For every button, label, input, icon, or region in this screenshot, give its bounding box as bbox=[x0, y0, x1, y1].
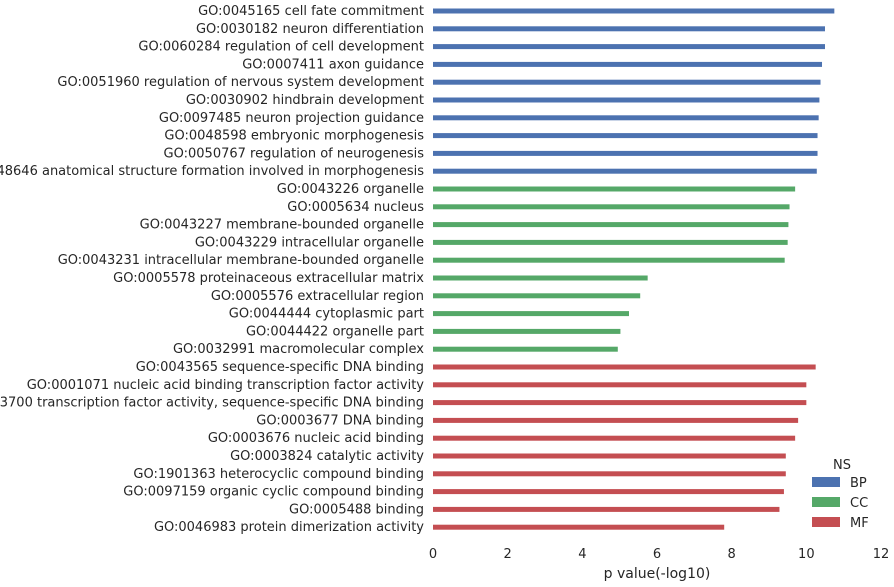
bar bbox=[433, 97, 820, 103]
bar bbox=[433, 44, 825, 50]
category-label: GO:0060284 regulation of cell developmen… bbox=[138, 40, 424, 55]
category-labels: GO:0045165 cell fate commitment GO:003018… bbox=[0, 4, 424, 535]
legend-label: BP bbox=[850, 476, 867, 491]
bar bbox=[433, 524, 725, 530]
bar bbox=[433, 471, 786, 477]
legend-title: NS bbox=[833, 458, 851, 473]
category-label: GO:0097485 neuron projection guidance bbox=[159, 111, 424, 126]
x-tick-label: 10 bbox=[798, 547, 815, 562]
bar bbox=[433, 400, 807, 406]
bar bbox=[433, 382, 807, 388]
x-tick-label: 0 bbox=[429, 547, 437, 562]
category-label: GO:0043226 organelle bbox=[277, 182, 424, 197]
x-tick-labels: 0 2 4 6 8 10 12 bbox=[429, 547, 889, 562]
bar bbox=[433, 435, 796, 441]
category-label: GO:0044422 organelle part bbox=[246, 324, 424, 339]
category-label: GO:0043231 intracellular membrane-bounde… bbox=[58, 253, 424, 268]
x-tick-label: 4 bbox=[578, 547, 586, 562]
category-label: GO:0005488 binding bbox=[289, 502, 424, 517]
category-label: GO:0030182 neuron differentiation bbox=[196, 22, 424, 37]
category-label: GO:0043227 membrane-bounded organelle bbox=[140, 218, 424, 233]
category-label: GO:0032991 macromolecular complex bbox=[173, 342, 424, 357]
bar bbox=[433, 489, 784, 495]
x-tick-label: 12 bbox=[873, 547, 890, 562]
bar bbox=[433, 364, 816, 370]
bar bbox=[433, 328, 621, 334]
category-label: GO:0001071 nucleic acid binding transcri… bbox=[27, 378, 425, 393]
bars-group bbox=[433, 8, 835, 530]
legend-swatch bbox=[812, 517, 840, 527]
bar bbox=[433, 346, 618, 352]
category-label: GO:0005578 proteinaceous extracellular m… bbox=[113, 271, 424, 286]
category-label: GO:0007411 axon guidance bbox=[242, 57, 424, 72]
category-label: GO:0043229 intracellular organelle bbox=[195, 235, 424, 250]
category-label: GO:0045165 cell fate commitment bbox=[198, 4, 424, 19]
category-label: GO:0097159 organic cyclic compound bindi… bbox=[123, 485, 424, 500]
category-label: GO:0003700 transcription factor activity… bbox=[0, 396, 424, 411]
bar bbox=[433, 168, 817, 174]
bar bbox=[433, 61, 823, 67]
bar bbox=[433, 186, 796, 192]
category-label: GO:0048646 anatomical structure formatio… bbox=[0, 164, 424, 179]
bar bbox=[433, 150, 818, 156]
category-label: GO:0051960 regulation of nervous system … bbox=[57, 75, 424, 90]
x-tick-label: 2 bbox=[504, 547, 512, 562]
category-label: GO:0005634 nucleus bbox=[287, 200, 424, 215]
category-label: GO:0030902 hindbrain development bbox=[186, 93, 424, 108]
bar bbox=[433, 222, 789, 228]
x-tick-label: 6 bbox=[653, 547, 661, 562]
category-label: GO:0003824 catalytic activity bbox=[230, 449, 424, 464]
bar bbox=[433, 311, 629, 317]
category-label: GO:1901363 heterocyclic compound binding bbox=[133, 467, 424, 482]
legend-swatch bbox=[812, 497, 840, 507]
category-label: GO:0048598 embryonic morphogenesis bbox=[164, 129, 424, 144]
category-label: GO:0044444 cytoplasmic part bbox=[229, 307, 424, 322]
category-label: GO:0005576 extracellular region bbox=[211, 289, 424, 304]
legend-label: MF bbox=[850, 516, 869, 531]
category-label: GO:0050767 regulation of neurogenesis bbox=[164, 146, 425, 161]
x-tick-label: 8 bbox=[728, 547, 736, 562]
bar bbox=[433, 133, 818, 139]
bar bbox=[433, 8, 835, 14]
bar bbox=[433, 239, 788, 245]
bar bbox=[433, 257, 785, 263]
legend-swatch bbox=[812, 477, 840, 487]
category-label: GO:0003676 nucleic acid binding bbox=[208, 431, 424, 446]
legend: NS BP CC MF bbox=[812, 458, 869, 531]
bar bbox=[433, 115, 819, 121]
category-label: GO:0003677 DNA binding bbox=[256, 413, 424, 428]
bar bbox=[433, 453, 786, 459]
legend-label: CC bbox=[850, 496, 868, 511]
bar bbox=[433, 26, 825, 32]
category-label: GO:0043565 sequence-specific DNA binding bbox=[136, 360, 424, 375]
bar bbox=[433, 417, 799, 423]
category-label: GO:0046983 protein dimerization activity bbox=[154, 520, 424, 535]
bar bbox=[433, 204, 790, 210]
bar bbox=[433, 79, 821, 85]
bar bbox=[433, 293, 641, 299]
bar bbox=[433, 506, 780, 512]
x-axis-title: p value(-log10) bbox=[604, 566, 711, 582]
bar bbox=[433, 275, 648, 281]
